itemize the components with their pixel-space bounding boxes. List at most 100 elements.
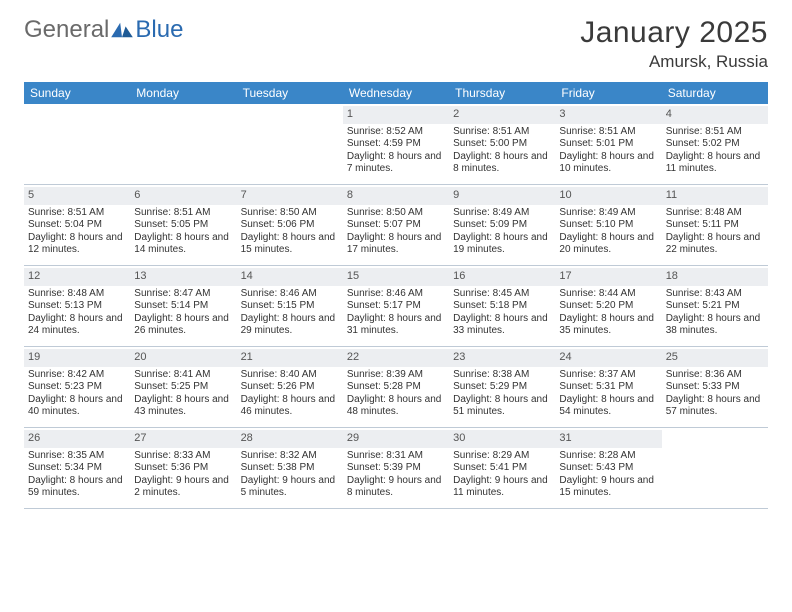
day-cell: 11Sunrise: 8:48 AMSunset: 5:11 PMDayligh… bbox=[662, 185, 768, 265]
day-info: Sunrise: 8:50 AMSunset: 5:07 PMDaylight:… bbox=[347, 207, 445, 257]
sunrise-text: Sunrise: 8:43 AM bbox=[666, 288, 764, 301]
day-number bbox=[130, 106, 236, 124]
week-row: 1Sunrise: 8:52 AMSunset: 4:59 PMDaylight… bbox=[24, 104, 768, 185]
day-header: Sunday bbox=[24, 82, 130, 104]
day-number: 31 bbox=[555, 430, 661, 448]
daylight-text: Daylight: 8 hours and 38 minutes. bbox=[666, 313, 764, 338]
daylight-text: Daylight: 8 hours and 40 minutes. bbox=[28, 394, 126, 419]
day-cell: 12Sunrise: 8:48 AMSunset: 5:13 PMDayligh… bbox=[24, 266, 130, 346]
daylight-text: Daylight: 9 hours and 8 minutes. bbox=[347, 475, 445, 500]
day-info: Sunrise: 8:51 AMSunset: 5:01 PMDaylight:… bbox=[559, 126, 657, 176]
day-info: Sunrise: 8:50 AMSunset: 5:06 PMDaylight:… bbox=[241, 207, 339, 257]
week-row: 12Sunrise: 8:48 AMSunset: 5:13 PMDayligh… bbox=[24, 266, 768, 347]
day-info: Sunrise: 8:35 AMSunset: 5:34 PMDaylight:… bbox=[28, 450, 126, 500]
day-number bbox=[24, 106, 130, 124]
day-info: Sunrise: 8:40 AMSunset: 5:26 PMDaylight:… bbox=[241, 369, 339, 419]
sunrise-text: Sunrise: 8:51 AM bbox=[666, 126, 764, 139]
sunrise-text: Sunrise: 8:44 AM bbox=[559, 288, 657, 301]
day-number: 17 bbox=[555, 268, 661, 286]
day-number: 13 bbox=[130, 268, 236, 286]
sunset-text: Sunset: 5:26 PM bbox=[241, 381, 339, 394]
daylight-text: Daylight: 8 hours and 46 minutes. bbox=[241, 394, 339, 419]
sunrise-text: Sunrise: 8:49 AM bbox=[453, 207, 551, 220]
day-number bbox=[237, 106, 343, 124]
brand-word2: Blue bbox=[135, 16, 183, 44]
day-info: Sunrise: 8:48 AMSunset: 5:13 PMDaylight:… bbox=[28, 288, 126, 338]
sunrise-text: Sunrise: 8:38 AM bbox=[453, 369, 551, 382]
day-cell bbox=[662, 428, 768, 508]
day-number: 23 bbox=[449, 349, 555, 367]
daylight-text: Daylight: 8 hours and 31 minutes. bbox=[347, 313, 445, 338]
day-cell: 8 Sunrise: 8:50 AMSunset: 5:07 PMDaylight… bbox=[343, 185, 449, 265]
brand-logo: General Blue bbox=[24, 16, 183, 44]
location-label: Amursk, Russia bbox=[580, 52, 768, 72]
sunrise-text: Sunrise: 8:50 AM bbox=[347, 207, 445, 220]
logo-mark-icon bbox=[111, 21, 133, 39]
day-info: Sunrise: 8:29 AMSunset: 5:41 PMDaylight:… bbox=[453, 450, 551, 500]
day-cell bbox=[237, 104, 343, 184]
daylight-text: Daylight: 8 hours and 7 minutes. bbox=[347, 151, 445, 176]
sunset-text: Sunset: 5:28 PM bbox=[347, 381, 445, 394]
daylight-text: Daylight: 8 hours and 12 minutes. bbox=[28, 232, 126, 257]
sunrise-text: Sunrise: 8:39 AM bbox=[347, 369, 445, 382]
day-info: Sunrise: 8:49 AMSunset: 5:10 PMDaylight:… bbox=[559, 207, 657, 257]
sunset-text: Sunset: 4:59 PM bbox=[347, 138, 445, 151]
day-number: 6 bbox=[130, 187, 236, 205]
day-number: 30 bbox=[449, 430, 555, 448]
sunrise-text: Sunrise: 8:51 AM bbox=[28, 207, 126, 220]
day-cell: 20Sunrise: 8:41 AMSunset: 5:25 PMDayligh… bbox=[130, 347, 236, 427]
sunrise-text: Sunrise: 8:31 AM bbox=[347, 450, 445, 463]
day-info: Sunrise: 8:31 AMSunset: 5:39 PMDaylight:… bbox=[347, 450, 445, 500]
sunrise-text: Sunrise: 8:42 AM bbox=[28, 369, 126, 382]
day-number: 27 bbox=[130, 430, 236, 448]
day-cell: 25Sunrise: 8:36 AMSunset: 5:33 PMDayligh… bbox=[662, 347, 768, 427]
day-cell: 14Sunrise: 8:46 AMSunset: 5:15 PMDayligh… bbox=[237, 266, 343, 346]
sunset-text: Sunset: 5:04 PM bbox=[28, 219, 126, 232]
week-row: 5Sunrise: 8:51 AMSunset: 5:04 PMDaylight… bbox=[24, 185, 768, 266]
sunset-text: Sunset: 5:17 PM bbox=[347, 300, 445, 313]
sunrise-text: Sunrise: 8:51 AM bbox=[453, 126, 551, 139]
daylight-text: Daylight: 9 hours and 15 minutes. bbox=[559, 475, 657, 500]
sunset-text: Sunset: 5:43 PM bbox=[559, 462, 657, 475]
daylight-text: Daylight: 8 hours and 17 minutes. bbox=[347, 232, 445, 257]
day-info: Sunrise: 8:51 AMSunset: 5:00 PMDaylight:… bbox=[453, 126, 551, 176]
sunrise-text: Sunrise: 8:51 AM bbox=[134, 207, 232, 220]
day-number: 4 bbox=[662, 106, 768, 124]
sunset-text: Sunset: 5:34 PM bbox=[28, 462, 126, 475]
day-cell: 26Sunrise: 8:35 AMSunset: 5:34 PMDayligh… bbox=[24, 428, 130, 508]
daylight-text: Daylight: 8 hours and 59 minutes. bbox=[28, 475, 126, 500]
sunrise-text: Sunrise: 8:36 AM bbox=[666, 369, 764, 382]
sunset-text: Sunset: 5:25 PM bbox=[134, 381, 232, 394]
sunset-text: Sunset: 5:20 PM bbox=[559, 300, 657, 313]
sunrise-text: Sunrise: 8:29 AM bbox=[453, 450, 551, 463]
sunrise-text: Sunrise: 8:50 AM bbox=[241, 207, 339, 220]
day-info: Sunrise: 8:41 AMSunset: 5:25 PMDaylight:… bbox=[134, 369, 232, 419]
daylight-text: Daylight: 8 hours and 51 minutes. bbox=[453, 394, 551, 419]
day-header: Friday bbox=[555, 82, 661, 104]
daylight-text: Daylight: 8 hours and 22 minutes. bbox=[666, 232, 764, 257]
brand-word1: General bbox=[24, 16, 109, 44]
day-number: 8 bbox=[343, 187, 449, 205]
day-info: Sunrise: 8:39 AMSunset: 5:28 PMDaylight:… bbox=[347, 369, 445, 419]
sunset-text: Sunset: 5:23 PM bbox=[28, 381, 126, 394]
day-cell: 15Sunrise: 8:46 AMSunset: 5:17 PMDayligh… bbox=[343, 266, 449, 346]
sunrise-text: Sunrise: 8:51 AM bbox=[559, 126, 657, 139]
daylight-text: Daylight: 9 hours and 11 minutes. bbox=[453, 475, 551, 500]
day-cell: 9Sunrise: 8:49 AMSunset: 5:09 PMDaylight… bbox=[449, 185, 555, 265]
daylight-text: Daylight: 8 hours and 29 minutes. bbox=[241, 313, 339, 338]
day-number bbox=[662, 430, 768, 448]
sunrise-text: Sunrise: 8:28 AM bbox=[559, 450, 657, 463]
day-info: Sunrise: 8:37 AMSunset: 5:31 PMDaylight:… bbox=[559, 369, 657, 419]
day-number: 9 bbox=[449, 187, 555, 205]
day-info: Sunrise: 8:48 AMSunset: 5:11 PMDaylight:… bbox=[666, 207, 764, 257]
week-row: 19Sunrise: 8:42 AMSunset: 5:23 PMDayligh… bbox=[24, 347, 768, 428]
sunset-text: Sunset: 5:06 PM bbox=[241, 219, 339, 232]
sunset-text: Sunset: 5:13 PM bbox=[28, 300, 126, 313]
day-info: Sunrise: 8:47 AMSunset: 5:14 PMDaylight:… bbox=[134, 288, 232, 338]
day-number: 3 bbox=[555, 106, 661, 124]
sunrise-text: Sunrise: 8:41 AM bbox=[134, 369, 232, 382]
day-number: 16 bbox=[449, 268, 555, 286]
day-header: Wednesday bbox=[343, 82, 449, 104]
day-number: 10 bbox=[555, 187, 661, 205]
day-cell: 6Sunrise: 8:51 AMSunset: 5:05 PMDaylight… bbox=[130, 185, 236, 265]
